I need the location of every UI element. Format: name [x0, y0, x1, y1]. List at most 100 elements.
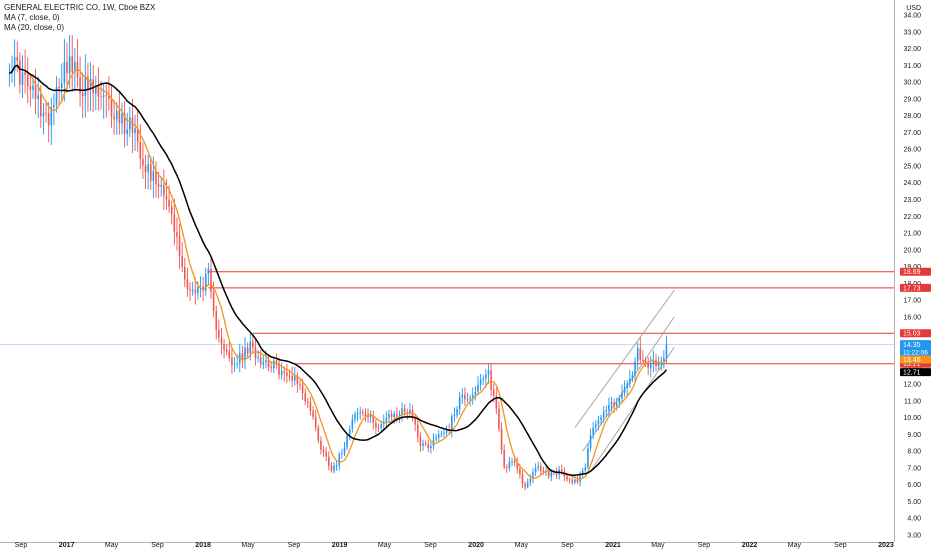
candle-body	[393, 414, 396, 418]
candle-body	[419, 436, 422, 446]
chart-legend: GENERAL ELECTRIC CO, 1W, Cboe BZX MA (7,…	[4, 3, 155, 33]
candle-body	[53, 105, 55, 108]
candle-body	[430, 446, 432, 449]
candle-body	[299, 383, 301, 385]
candle-body	[105, 95, 108, 97]
candle-body	[346, 435, 348, 448]
time-tick-label: Sep	[15, 542, 28, 549]
candle-body	[629, 378, 631, 384]
candle-body	[498, 408, 500, 430]
candle-body	[566, 476, 568, 480]
candle-body	[427, 443, 430, 449]
candle-body	[461, 394, 464, 397]
candle-body	[142, 159, 144, 166]
candle-body	[631, 375, 634, 379]
candle-body	[414, 418, 416, 425]
candle-body	[254, 347, 257, 359]
candle-body	[136, 128, 139, 142]
candle-body	[458, 396, 461, 409]
candle-body	[464, 394, 466, 400]
candle-body	[89, 79, 92, 90]
candle-body	[639, 348, 642, 360]
candle-body	[513, 461, 516, 463]
price-tick-label: 27.00	[903, 130, 921, 137]
candle-body	[176, 231, 178, 237]
candle-body	[34, 85, 37, 99]
candle-body	[615, 403, 618, 406]
price-tick-label: 31.00	[903, 63, 921, 70]
candle-body	[186, 279, 189, 290]
candle-body	[155, 170, 157, 185]
candle-body	[304, 393, 306, 402]
candle-body	[228, 351, 231, 358]
level-tag-bg	[900, 329, 931, 338]
candle-body	[191, 289, 194, 291]
candle-body	[55, 87, 58, 106]
time-tick-label: May	[105, 542, 119, 549]
candle-body	[259, 357, 262, 365]
price-tick-label: 24.00	[903, 180, 921, 187]
candle-body	[665, 344, 668, 359]
candle-body	[134, 128, 136, 133]
candle-body	[131, 117, 134, 134]
candle-body	[466, 398, 469, 400]
channel-line[interactable]	[582, 316, 675, 452]
candles	[8, 35, 668, 491]
candle-body	[50, 107, 53, 126]
candle-body	[642, 359, 644, 361]
candle-body	[147, 164, 149, 173]
candle-body	[241, 353, 244, 361]
candle-body	[524, 483, 526, 487]
candle-body	[126, 129, 128, 134]
time-tick-label: 2023	[878, 542, 894, 549]
price-tick-label: 6.00	[907, 482, 921, 489]
candle-body	[377, 427, 380, 429]
candle-body	[369, 415, 372, 418]
candle-body	[540, 466, 542, 472]
level-tag-bg	[900, 267, 931, 276]
channel-line[interactable]	[590, 346, 675, 472]
candle-body	[417, 424, 419, 437]
price-tick-label: 11.00	[904, 398, 921, 405]
candle-body	[81, 93, 84, 97]
candle-body	[597, 420, 600, 425]
candle-body	[40, 95, 42, 117]
candle-body	[647, 362, 649, 368]
candle-body	[636, 348, 639, 362]
candle-body	[84, 76, 87, 97]
candle-body	[571, 479, 574, 483]
candle-body	[443, 432, 445, 434]
candle-body	[286, 372, 288, 376]
candle-body	[13, 56, 16, 70]
candle-body	[218, 329, 220, 338]
price-tick-label: 8.00	[907, 449, 921, 456]
candle-body	[343, 447, 346, 454]
candle-body	[437, 434, 440, 438]
candle-body	[29, 86, 32, 90]
candle-body	[621, 392, 623, 399]
candle-body	[618, 398, 621, 404]
candle-body	[37, 95, 39, 99]
time-tick-label: Sep	[424, 542, 437, 549]
candle-body	[301, 384, 304, 394]
ma-line-20	[8, 64, 668, 477]
channel-line[interactable]	[574, 289, 675, 428]
candle-body	[168, 199, 170, 207]
candle-body	[21, 72, 24, 85]
candle-body	[351, 419, 354, 429]
candle-body	[359, 412, 361, 413]
time-tick-label: May	[241, 542, 255, 549]
candle-body	[163, 184, 165, 196]
candle-body	[265, 360, 267, 363]
candle-body	[74, 62, 76, 72]
candle-body	[516, 462, 519, 469]
candle-body	[390, 413, 393, 418]
candle-body	[403, 408, 406, 413]
candle-body	[354, 414, 356, 420]
candle-body	[152, 170, 155, 181]
candle-body	[113, 116, 115, 120]
candle-body	[110, 98, 113, 117]
time-tick-label: 2019	[332, 542, 348, 549]
